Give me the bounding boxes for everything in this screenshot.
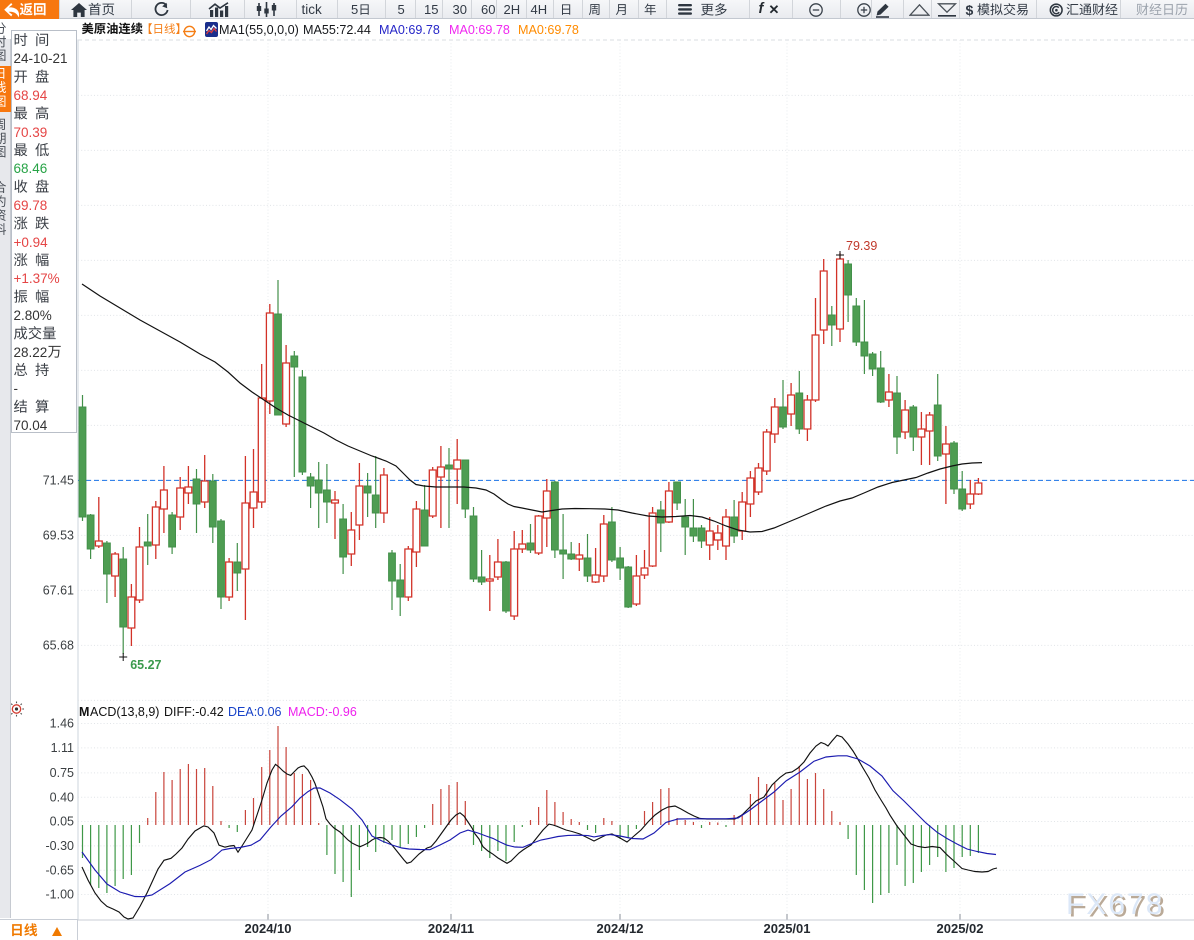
svg-text:FX678: FX678 [1066,888,1164,921]
svg-text:DEA:0.06: DEA:0.06 [228,705,282,719]
svg-text:65.27: 65.27 [130,658,161,672]
svg-text:71.45: 71.45 [43,474,74,488]
svg-text:0.40: 0.40 [50,790,74,804]
svg-text:DIFF:-0.42: DIFF:-0.42 [164,705,224,719]
svg-text:0.05: 0.05 [50,815,74,829]
svg-text:MACD:-0.96: MACD:-0.96 [288,705,357,719]
svg-text:1.46: 1.46 [50,717,74,731]
svg-text:2025/02: 2025/02 [937,921,984,936]
svg-text:2024/11: 2024/11 [428,921,474,936]
svg-text:0.75: 0.75 [50,766,74,780]
svg-text:2024/10: 2024/10 [245,921,292,936]
svg-text:-0.30: -0.30 [46,839,75,853]
svg-text:FX678: FX678 [1069,891,1167,924]
svg-text:2024/12: 2024/12 [597,921,644,936]
svg-text:2025/01: 2025/01 [764,921,811,936]
svg-text:67.61: 67.61 [43,584,74,598]
svg-text:-0.65: -0.65 [46,863,75,877]
svg-text:65.68: 65.68 [43,639,74,653]
svg-text:1.11: 1.11 [51,741,74,755]
svg-text:-1.00: -1.00 [46,888,75,902]
svg-text:79.39: 79.39 [846,239,877,253]
svg-text:69.53: 69.53 [43,529,74,543]
svg-text:ACD(13,8,9): ACD(13,8,9) [90,705,159,719]
svg-text:M: M [79,705,89,719]
